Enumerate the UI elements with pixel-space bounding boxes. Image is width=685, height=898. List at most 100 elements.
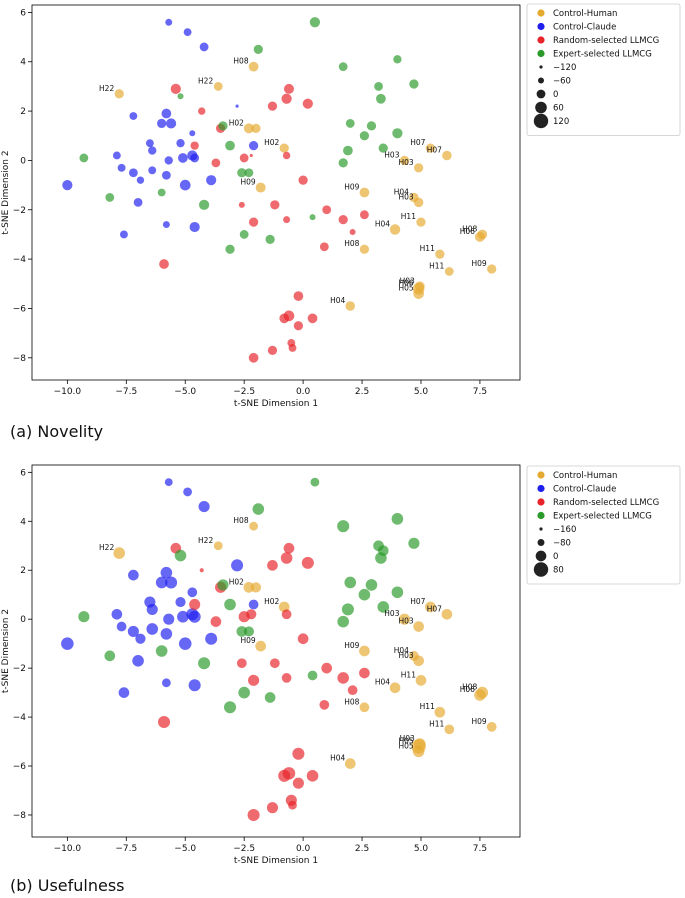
data-point [231, 559, 244, 572]
data-point [288, 343, 297, 352]
data-point [188, 610, 201, 623]
point-label: H07 [410, 597, 425, 606]
y-axis-label: t-SNE Dimension 2 [1, 150, 11, 234]
data-point [178, 153, 188, 163]
data-point [292, 747, 305, 760]
novelty-scatter-chart: −10.0 −7.5 −5.0 −2.5 0.0 2.5 5.0 7.5 −8 −6 −4 −2 0 2 4… [1, 3, 681, 409]
point-label: H22 [198, 536, 213, 545]
data-point [307, 313, 318, 324]
data-point [165, 118, 177, 129]
point-label: H02 [264, 597, 279, 606]
x-tick-label: −2.5 [233, 387, 255, 397]
data-point [79, 153, 89, 163]
legend-size-label: −60 [553, 77, 571, 87]
legend-marker [537, 22, 545, 31]
data-point [155, 645, 168, 657]
data-point [389, 224, 401, 235]
y-tick-label: 4 [20, 58, 26, 68]
data-point [146, 603, 158, 615]
legend-marker [537, 498, 545, 506]
data-point [113, 547, 126, 559]
x-tick-label: 5.0 [414, 844, 429, 854]
data-point [198, 199, 210, 210]
data-point [413, 655, 424, 667]
data-point [164, 478, 173, 487]
x-tick-label: −7.5 [115, 387, 137, 397]
point-label: H07 [427, 604, 442, 613]
data-point [415, 675, 427, 686]
data-point [269, 658, 280, 669]
point-label: H03 [398, 617, 413, 626]
y-tick-label: −6 [13, 762, 27, 772]
data-point [61, 637, 74, 650]
data-point [157, 188, 166, 197]
point-label: H03 [400, 734, 415, 743]
data-point [377, 545, 389, 556]
point-label: H09 [472, 259, 487, 268]
x-tick-label: −5.0 [174, 387, 196, 397]
data-point [253, 44, 263, 55]
data-point [213, 82, 223, 91]
legend-label: Random-selected LLMCG [553, 498, 659, 508]
data-point [177, 93, 184, 100]
legend-marker [537, 49, 545, 58]
data-point [112, 151, 121, 160]
data-point [145, 139, 154, 148]
data-point [374, 82, 383, 91]
data-point [255, 640, 267, 652]
data-point [223, 701, 237, 714]
legend-label: Control-Claude [553, 485, 616, 495]
novelty-caption: (a) Novelity [10, 422, 104, 441]
data-point [178, 637, 192, 650]
data-point [307, 670, 318, 681]
data-point [341, 603, 354, 616]
data-point [487, 264, 497, 274]
point-label: H03 [384, 150, 399, 159]
point-label: H03 [398, 651, 413, 660]
data-point [416, 217, 426, 227]
data-point [243, 582, 255, 593]
data-point [135, 633, 146, 644]
data-point [309, 214, 316, 221]
data-point [414, 738, 426, 750]
data-point [249, 153, 253, 158]
legend-label: Control-Claude [553, 23, 616, 33]
y-tick-label: −4 [13, 713, 27, 723]
novelty-panel: −10.0 −7.5 −5.0 −2.5 0.0 2.5 5.0 7.5 −8 −6 −4 −2 0 2 4… [0, 0, 685, 441]
data-point [206, 175, 217, 186]
legend-label: Random-selected LLMCG [553, 36, 659, 46]
data-point [319, 242, 329, 252]
data-point [243, 123, 254, 134]
legend-size-label: 60 [553, 104, 564, 114]
point-label: H03 [398, 158, 413, 167]
data-point [235, 104, 239, 108]
point-label: H11 [429, 261, 444, 270]
data-point [176, 138, 185, 148]
data-point [376, 93, 386, 104]
data-point [187, 587, 198, 598]
data-point [359, 244, 370, 254]
point-label: H04 [330, 296, 345, 305]
y-tick-label: −6 [13, 304, 27, 314]
point-label: H08 [462, 683, 477, 692]
point-label: H02 [264, 138, 279, 147]
data-point [179, 179, 191, 191]
data-point [477, 229, 488, 240]
data-point [281, 93, 292, 104]
point-label: H11 [401, 670, 416, 679]
data-point [399, 155, 410, 166]
data-point [398, 613, 411, 625]
x-tick-label: 0.0 [296, 387, 311, 397]
x-tick-label: 2.5 [355, 387, 369, 397]
data-point [248, 352, 259, 363]
point-label: H03 [398, 192, 413, 201]
legend-size-label: −160 [553, 525, 576, 535]
point-label: H02 [229, 118, 244, 127]
data-point [281, 609, 292, 620]
legend-marker [537, 471, 545, 479]
point-label: H03 [384, 609, 399, 618]
data-point [414, 281, 425, 292]
data-point [255, 182, 266, 193]
data-point [413, 288, 424, 299]
x-tick-label: −2.5 [233, 844, 255, 854]
